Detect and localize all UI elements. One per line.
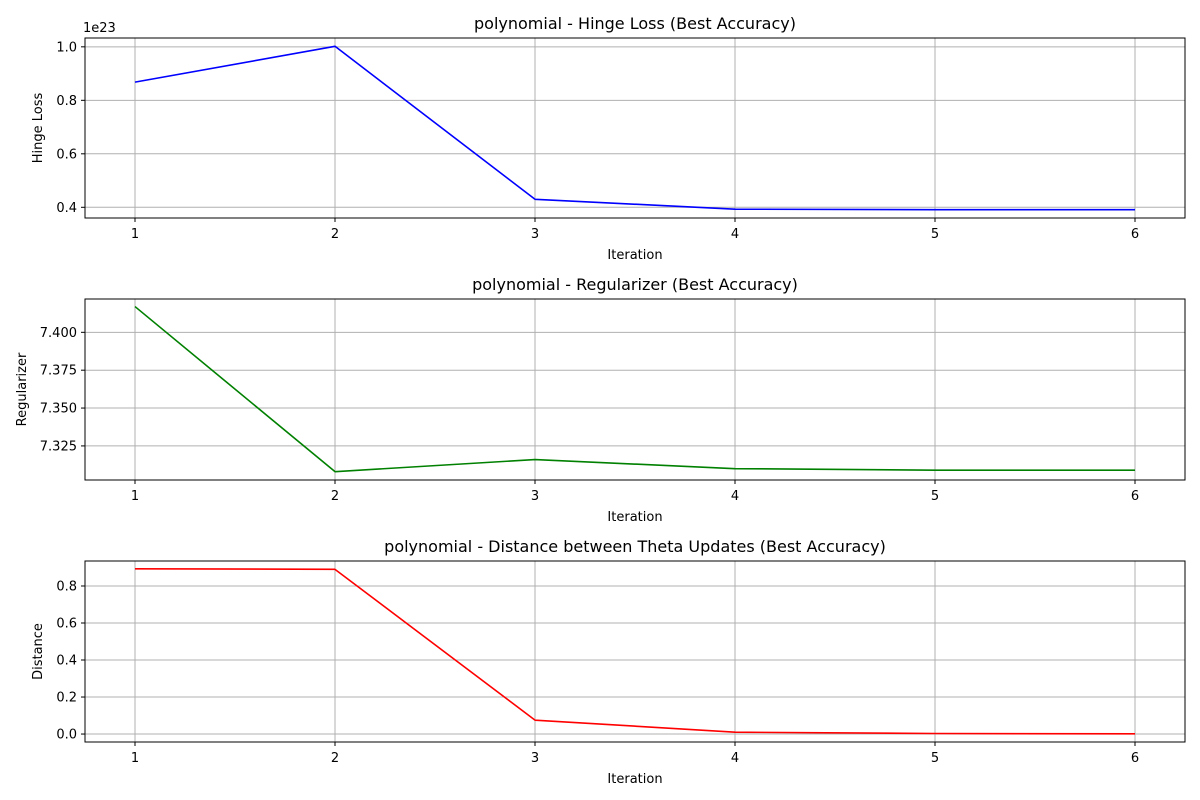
axes-frame bbox=[84, 298, 1186, 481]
y-tick-label: 0.4 bbox=[56, 201, 77, 216]
x-tick-label: 4 bbox=[731, 227, 739, 242]
y-tick-label: 0.8 bbox=[56, 579, 77, 594]
x-axis-label: Iteration bbox=[607, 510, 662, 525]
series-line bbox=[134, 567, 1136, 735]
x-tick-label: 6 bbox=[1131, 227, 1139, 242]
y-axis-label: Distance bbox=[31, 623, 46, 680]
y-tick-label: 0.4 bbox=[56, 654, 77, 669]
chart-title: polynomial - Hinge Loss (Best Accuracy) bbox=[474, 14, 796, 33]
x-axis-label: Iteration bbox=[607, 772, 662, 787]
x-axis-label: Iteration bbox=[607, 248, 662, 263]
series-line bbox=[134, 45, 1135, 211]
axes-frame bbox=[84, 560, 1186, 743]
y-tick-label: 7.400 bbox=[40, 326, 77, 341]
chart-title: polynomial - Distance between Theta Upda… bbox=[384, 537, 886, 556]
x-tick-label: 6 bbox=[1131, 489, 1139, 504]
x-tick-label: 4 bbox=[731, 489, 739, 504]
x-tick-label: 2 bbox=[331, 489, 339, 504]
y-tick-label: 0.8 bbox=[56, 94, 77, 109]
x-tick-label: 6 bbox=[1131, 751, 1139, 766]
chart-title: polynomial - Regularizer (Best Accuracy) bbox=[472, 275, 798, 294]
x-tick-label: 2 bbox=[331, 227, 339, 242]
x-tick-label: 4 bbox=[731, 751, 739, 766]
y-axis-label: Regularizer bbox=[15, 352, 30, 426]
x-tick-label: 1 bbox=[131, 489, 139, 504]
x-tick-label: 5 bbox=[931, 751, 939, 766]
subplot-2: 1 2 3 4 5 6 7.325 7.350 7.375 7.400 polynomial - R… bbox=[15, 275, 1186, 525]
subplots: 1 2 3 4 5 6 0.4 0.6 0.8 1.0 1e23 polynomial - Hinge… bbox=[15, 14, 1186, 787]
x-tick-label: 3 bbox=[531, 227, 539, 242]
series-line bbox=[134, 305, 1135, 473]
x-tick-label: 3 bbox=[531, 489, 539, 504]
y-tick-label: 0.2 bbox=[56, 691, 77, 706]
y-tick-label: 0.0 bbox=[56, 728, 77, 743]
subplot-1: 1 2 3 4 5 6 0.4 0.6 0.8 1.0 1e23 polynomial - Hinge… bbox=[31, 14, 1186, 263]
x-tick-label: 5 bbox=[931, 227, 939, 242]
x-tick-label: 1 bbox=[131, 751, 139, 766]
x-tick-label: 5 bbox=[931, 489, 939, 504]
y-tick-label: 0.6 bbox=[56, 616, 77, 631]
x-tick-label: 3 bbox=[531, 751, 539, 766]
subplot-3: 1 2 3 4 5 6 0.0 0.2 0.4 0.6 0.8 polynomial - Distan… bbox=[31, 537, 1186, 787]
y-tick-label: 7.325 bbox=[40, 439, 77, 454]
axes-frame bbox=[84, 37, 1186, 219]
y-tick-label: 7.350 bbox=[40, 402, 77, 417]
y-offset-label: 1e23 bbox=[83, 21, 116, 36]
y-tick-label: 1.0 bbox=[56, 40, 77, 55]
x-tick-label: 1 bbox=[131, 227, 139, 242]
y-tick-label: 7.375 bbox=[40, 364, 77, 379]
y-axis-label: Hinge Loss bbox=[31, 93, 46, 164]
y-tick-label: 0.6 bbox=[56, 147, 77, 162]
x-tick-label: 2 bbox=[331, 751, 339, 766]
